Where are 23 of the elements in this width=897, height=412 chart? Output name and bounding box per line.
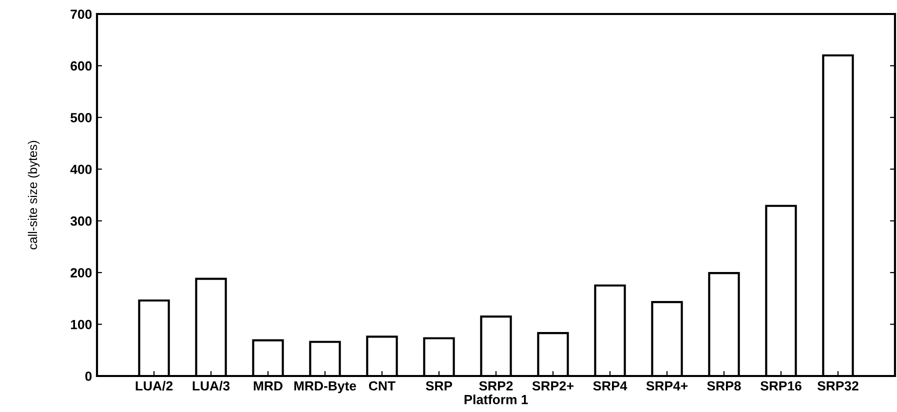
x-tick-label: LUA/2 <box>136 380 173 391</box>
x-tick-label: SRP4 <box>593 381 628 391</box>
y-tick-label: 100 <box>70 320 92 330</box>
x-tick-label: SRP2+ <box>532 381 574 391</box>
y-axis-title: call-site size (bytes) <box>28 140 40 250</box>
x-axis-title: Platform 1 <box>464 394 528 404</box>
y-tick-label: 300 <box>70 216 92 226</box>
x-tick-label: LUA/3 <box>192 380 230 391</box>
x-tick-label: CNT <box>368 381 396 391</box>
x-tick-label: SRP2 <box>479 381 513 391</box>
y-tick-label: 400 <box>70 164 92 174</box>
y-tick-label: 200 <box>70 268 92 278</box>
x-tick-label: SRP4+ <box>646 381 688 391</box>
x-tick-label: SRP32 <box>817 381 858 391</box>
y-tick-label: 500 <box>70 112 92 122</box>
x-tick-label: SRP8 <box>707 381 741 391</box>
x-tick-label: MRD-Byte <box>294 381 356 394</box>
x-tick-label: MRD <box>254 381 282 390</box>
y-tick-label: 700 <box>70 10 92 19</box>
x-tick-label: SRP <box>426 381 452 391</box>
y-tick-label: 600 <box>70 61 92 71</box>
y-tick-label: 0 <box>85 372 92 381</box>
x-tick-label: SRP16 <box>760 381 802 391</box>
